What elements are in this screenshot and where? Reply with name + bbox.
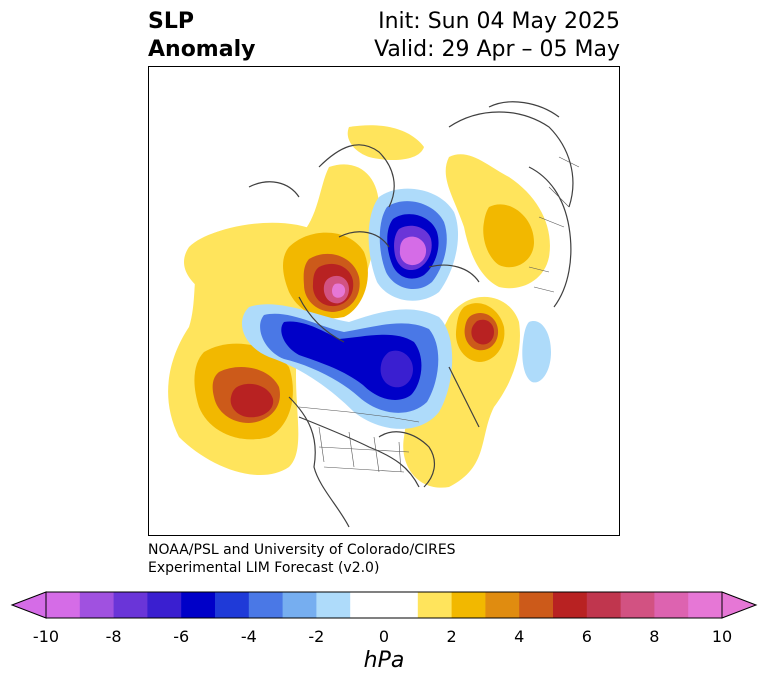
colorbar-segment xyxy=(519,592,554,618)
colorbar-outline xyxy=(45,591,723,619)
colorbar-segment xyxy=(417,592,453,618)
map-svg xyxy=(168,101,580,528)
coastline-outlines xyxy=(248,101,574,528)
anomaly-positive-eurasia-4 xyxy=(483,204,534,268)
anomaly-negative-namerica-8 xyxy=(380,350,413,388)
colorbar-segment xyxy=(688,592,723,618)
colorbar-tick-label: 0 xyxy=(378,627,390,646)
chart-dates: Init: Sun 04 May 2025 Valid: 29 Apr – 05… xyxy=(374,8,620,64)
colorbar-segment xyxy=(79,592,115,618)
colorbar-tick-label: 4 xyxy=(514,627,525,646)
colorbar-segment xyxy=(451,592,486,618)
anomaly-positive-atlantic-8 xyxy=(471,319,494,345)
colorbar-tick-label: 6 xyxy=(581,627,592,646)
colorbar-segment xyxy=(248,592,284,618)
colorbar-tick-label: 2 xyxy=(446,627,457,646)
slp-anomaly-map xyxy=(148,66,620,536)
colorbar-segment xyxy=(215,592,250,618)
credit-line-1: NOAA/PSL and University of Colorado/CIRE… xyxy=(148,542,456,558)
colorbar-segment xyxy=(654,592,689,618)
colorbar-right-arrow xyxy=(721,591,758,619)
colorbar-tick-label: 8 xyxy=(649,627,660,646)
colorbar-segments xyxy=(46,592,723,618)
colorbar-segment xyxy=(113,592,148,618)
chart-title: SLP Anomaly xyxy=(148,8,255,64)
colorbar-tick-label: -4 xyxy=(240,627,257,646)
colorbar-tick-label: -6 xyxy=(173,627,190,646)
colorbar-left-arrow xyxy=(10,591,47,619)
anomaly-positive-pacific-8 xyxy=(230,383,274,418)
anomaly-negative-europe xyxy=(522,321,551,383)
init-date: Init: Sun 04 May 2025 xyxy=(378,9,620,34)
colorbar-segment xyxy=(586,592,622,618)
colorbar-segment xyxy=(147,592,182,618)
colorbar xyxy=(10,591,758,619)
colorbar-segment xyxy=(316,592,351,618)
credit-line-2: Experimental LIM Forecast (v2.0) xyxy=(148,560,380,576)
colorbar-segment xyxy=(620,592,655,618)
political-borders xyxy=(298,156,580,473)
title-type: Anomaly xyxy=(148,37,256,62)
colorbar-segment xyxy=(384,592,419,618)
colorbar-segment xyxy=(553,592,588,618)
colorbar-segment xyxy=(181,592,216,618)
colorbar-tick-label: -8 xyxy=(105,627,122,646)
colorbar-tick-label: -10 xyxy=(32,627,60,646)
anomaly-positive-aleutian-12 xyxy=(332,283,346,298)
colorbar-unit: hPa xyxy=(363,648,405,673)
credit-text: NOAA/PSL and University of Colorado/CIRE… xyxy=(148,541,456,577)
colorbar-segment xyxy=(46,592,81,618)
title-variable: SLP xyxy=(148,9,194,34)
colorbar-tick-label: 10 xyxy=(711,627,733,646)
colorbar-segment xyxy=(485,592,520,618)
colorbar-segment xyxy=(282,592,317,618)
colorbar-segment xyxy=(350,592,385,618)
valid-range: Valid: 29 Apr – 05 May xyxy=(374,37,620,62)
colorbar-tick-label: -2 xyxy=(308,627,325,646)
anomaly-positive-north-top xyxy=(347,125,424,160)
anomaly-negative-arctic-10 xyxy=(399,236,427,266)
